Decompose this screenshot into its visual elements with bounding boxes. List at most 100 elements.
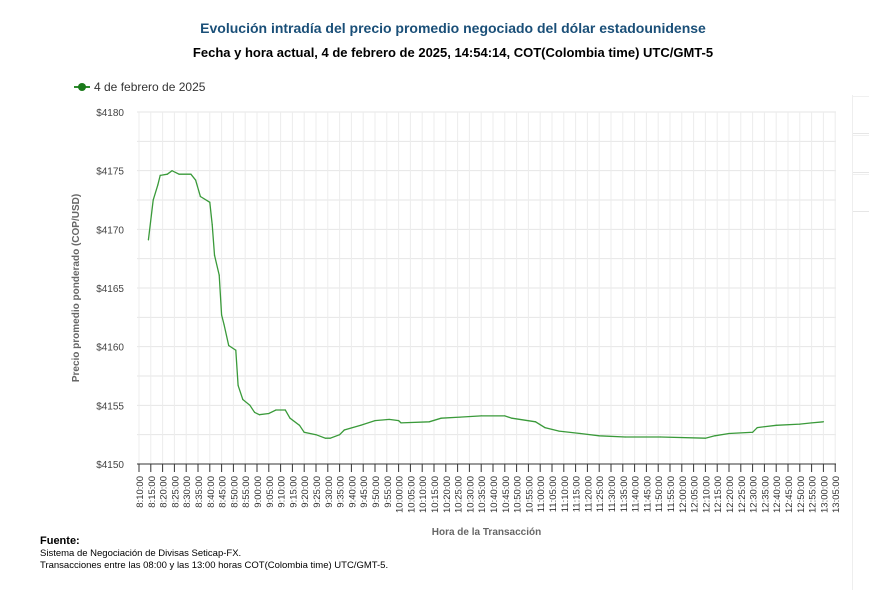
data-point [268, 412, 270, 415]
y-axis-label: Precio promedio ponderado (COP/USD) [71, 194, 82, 382]
side-panel [852, 95, 869, 590]
x-tick-label: 9:45:00 [359, 476, 370, 508]
x-tick-label: 11:55:00 [666, 476, 677, 512]
y-tick-label: $4160 [96, 343, 124, 354]
x-tick-label: 13:05:00 [831, 476, 842, 513]
data-point [388, 418, 390, 421]
x-tick-label: 10:20:00 [442, 476, 453, 513]
data-point [171, 170, 173, 172]
x-tick-label: 9:20:00 [300, 476, 311, 508]
x-tick-label: 12:20:00 [725, 476, 736, 513]
x-tick-label: 8:45:00 [218, 476, 229, 508]
x-tick-label: 11:40:00 [631, 476, 642, 512]
data-point [221, 314, 223, 316]
x-tick-label: 10:15:00 [430, 476, 441, 513]
data-point [728, 432, 730, 435]
x-tick-label: 12:55:00 [808, 476, 819, 513]
data-point [624, 436, 626, 438]
x-tick-label: 11:00:00 [536, 476, 547, 512]
x-tick-label: 11:10:00 [560, 476, 571, 512]
x-tick-label: 11:35:00 [619, 476, 630, 512]
y-tick-label: $4175 [96, 167, 124, 178]
data-point [598, 435, 600, 437]
x-tick-label: 10:10:00 [418, 476, 429, 513]
x-tick-label: 9:30:00 [324, 476, 335, 508]
x-tick-label: 12:30:00 [749, 476, 760, 513]
data-point [400, 422, 402, 424]
x-tick-label: 11:20:00 [583, 476, 594, 512]
x-tick-label: 12:35:00 [760, 476, 771, 513]
data-point [428, 421, 430, 423]
x-tick-label: 9:15:00 [288, 476, 299, 508]
x-tick-label: 11:25:00 [595, 476, 606, 512]
x-tick-label: 9:50:00 [371, 476, 382, 508]
data-point [558, 430, 560, 432]
x-tick-label: 8:50:00 [229, 476, 240, 508]
x-tick-label: 8:40:00 [206, 476, 217, 508]
legend-item[interactable]: 4 de febrero de 2025 [74, 80, 205, 94]
data-point [752, 431, 754, 433]
chart-subtitle: Fecha y hora actual, 4 de febrero de 202… [192, 45, 714, 60]
data-point [799, 423, 801, 425]
data-point [254, 411, 256, 413]
data-point [166, 173, 168, 175]
data-point [152, 199, 154, 201]
x-tick-label: 11:45:00 [642, 476, 653, 512]
data-point [343, 429, 345, 431]
x-tick-label: 9:25:00 [312, 476, 323, 508]
data-point [275, 409, 277, 411]
data-point [329, 437, 331, 439]
y-tick-label: $4150 [96, 460, 124, 471]
data-point [223, 323, 225, 325]
data-point [822, 421, 825, 423]
y-tick-label: $4170 [96, 225, 124, 236]
data-point [374, 419, 376, 422]
x-tick-label: 8:10:00 [135, 476, 146, 508]
x-tick-label: 10:25:00 [454, 476, 465, 513]
x-tick-label: 12:45:00 [784, 476, 795, 513]
data-point [199, 195, 201, 198]
x-tick-label: 10:30:00 [465, 476, 476, 513]
data-point [159, 174, 161, 176]
y-tick-label: $4165 [96, 284, 124, 295]
x-tick-label: 9:40:00 [347, 476, 358, 508]
data-point [157, 184, 159, 186]
data-point [756, 427, 758, 429]
data-point [511, 417, 513, 419]
x-axis-label: Hora de la Transacción [432, 527, 542, 538]
x-tick-label: 11:15:00 [572, 476, 583, 512]
legend-label: 4 de febrero de 2025 [94, 80, 206, 94]
y-tick-label: $4180 [96, 108, 124, 119]
x-tick-label: 11:30:00 [607, 476, 618, 512]
data-point [218, 274, 220, 276]
x-tick-label: 12:05:00 [690, 476, 701, 513]
x-tick-label: 8:20:00 [159, 476, 170, 508]
data-point [209, 201, 211, 203]
data-point [504, 415, 506, 417]
source-line-2: Transacciones entre las 08:00 y las 13:0… [40, 560, 389, 571]
data-point [235, 349, 237, 351]
data-point [579, 432, 581, 435]
x-tick-label: 10:55:00 [524, 476, 535, 513]
data-point [339, 434, 341, 436]
data-point [440, 417, 442, 419]
x-tick-label: 10:40:00 [489, 476, 500, 513]
data-point [289, 417, 291, 419]
data-point [211, 224, 213, 226]
x-tick-label: 9:00:00 [253, 476, 264, 508]
x-tick-label: 13:00:00 [819, 476, 830, 513]
source-heading: Fuente: [40, 535, 80, 547]
data-point [459, 416, 461, 418]
x-tick-label: 10:45:00 [501, 476, 512, 513]
y-tick-label: $4155 [96, 401, 124, 412]
data-point [534, 421, 537, 423]
source-line-1: Sistema de Negociación de Divisas Setica… [40, 548, 242, 559]
x-tick-label: 9:10:00 [277, 476, 288, 508]
x-tick-label: 12:50:00 [796, 476, 807, 513]
data-point [303, 431, 305, 433]
x-tick-label: 9:05:00 [265, 476, 276, 508]
data-point [284, 409, 286, 411]
x-tick-label: 8:55:00 [241, 476, 252, 508]
x-tick-label: 8:25:00 [170, 476, 181, 508]
